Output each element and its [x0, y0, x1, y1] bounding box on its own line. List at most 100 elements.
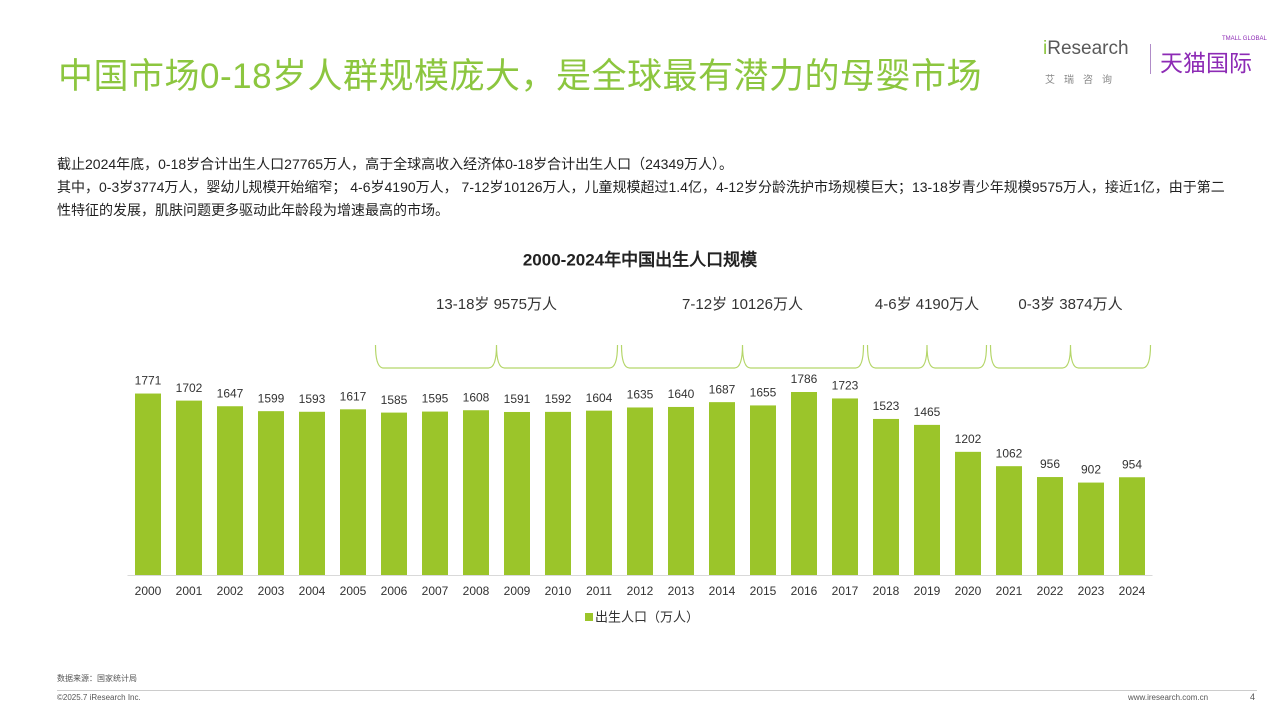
value-label: 1786 [791, 372, 818, 386]
value-label: 1723 [832, 379, 859, 393]
annotation-label: 0-3岁 3874万人 [1018, 296, 1122, 313]
value-label: 1655 [750, 386, 777, 400]
value-label: 1523 [873, 399, 900, 413]
x-tick-label: 2008 [463, 584, 490, 598]
x-tick-label: 2005 [340, 584, 367, 598]
url: www.iresearch.com.cn [1128, 693, 1209, 702]
x-tick-label: 2018 [873, 584, 900, 598]
value-label: 902 [1081, 463, 1101, 477]
value-label: 1595 [422, 392, 449, 406]
annotation-label: 7-12岁 10126万人 [682, 296, 803, 313]
x-tick-label: 2009 [504, 584, 531, 598]
value-label: 1465 [914, 405, 941, 419]
chart-title: 2000-2024年中国出生人口规模 [523, 249, 758, 269]
bar [1119, 477, 1145, 575]
bar [258, 411, 284, 575]
x-tick-label: 2019 [914, 584, 941, 598]
bar [750, 405, 776, 575]
x-tick-label: 2001 [176, 584, 203, 598]
legend-swatch [585, 613, 593, 621]
value-label: 1604 [586, 391, 613, 405]
x-tick-label: 2014 [709, 584, 736, 598]
x-tick-label: 2006 [381, 584, 408, 598]
value-label: 1591 [504, 392, 531, 406]
bar [627, 407, 653, 575]
paragraph: 截止2024年底，0-18岁合计出生人口27765万人，高于全球高收入经济体0-… [57, 156, 734, 172]
value-label: 1585 [381, 393, 408, 407]
value-label: 1617 [340, 389, 367, 403]
annotation-label: 4-6岁 4190万人 [875, 296, 979, 313]
value-label: 1592 [545, 392, 572, 406]
source: 数据来源：国家统计局 [57, 674, 137, 683]
bar [135, 393, 161, 575]
value-label: 1593 [299, 392, 326, 406]
value-label: 1771 [135, 374, 162, 388]
bar [914, 424, 940, 575]
bracket [374, 344, 619, 369]
value-label: 1202 [955, 432, 982, 446]
bar [1037, 477, 1063, 575]
x-tick-label: 2022 [1037, 584, 1064, 598]
bar [340, 409, 366, 575]
bar [299, 411, 325, 575]
x-tick-label: 2024 [1119, 584, 1146, 598]
value-label: 1062 [996, 446, 1023, 460]
bar [791, 392, 817, 575]
bar [176, 400, 202, 575]
bar [217, 406, 243, 575]
logo-iresearch: iResearch [1043, 38, 1129, 60]
logo-tmall-en: TMALL GLOBAL [1222, 36, 1267, 42]
value-label: 1640 [668, 387, 695, 401]
x-tick-label: 2021 [996, 584, 1023, 598]
paragraph: 其中，0-3岁3774万人，婴幼儿规模开始缩窄； 4-6岁4190万人， 7-1… [57, 179, 1225, 218]
page-number: 4 [1250, 692, 1256, 702]
bar [955, 451, 981, 575]
bar [422, 411, 448, 575]
bar [996, 466, 1022, 575]
copyright: ©2025.7 iResearch Inc. [57, 693, 141, 702]
x-tick-label: 2004 [299, 584, 326, 598]
bar [586, 410, 612, 575]
bracket [989, 344, 1152, 369]
legend-label: 出生人口（万人） [595, 609, 699, 624]
bar [668, 406, 694, 575]
bar [381, 412, 407, 575]
x-tick-label: 2013 [668, 584, 695, 598]
slide-title: 中国市场0-18岁人群规模庞大，是全球最有潜力的母婴市场 [58, 57, 983, 96]
x-tick-label: 2016 [791, 584, 818, 598]
value-label: 1687 [709, 382, 736, 396]
annotation-label: 13-18岁 9575万人 [436, 296, 557, 313]
x-tick-label: 2012 [627, 584, 654, 598]
value-label: 1608 [463, 390, 490, 404]
x-tick-label: 2007 [422, 584, 449, 598]
footer-line [57, 690, 1257, 691]
bar [709, 402, 735, 575]
x-tick-label: 2020 [955, 584, 982, 598]
x-tick-label: 2000 [135, 584, 162, 598]
logo-research: Research [1047, 38, 1129, 59]
x-tick-label: 2002 [217, 584, 244, 598]
bracket [866, 344, 988, 369]
bar [463, 410, 489, 575]
logo-separator [1150, 44, 1151, 74]
value-label: 1647 [217, 386, 244, 400]
x-tick-label: 2023 [1078, 584, 1105, 598]
bracket [620, 344, 865, 369]
bar [504, 411, 530, 575]
x-tick-label: 2003 [258, 584, 285, 598]
x-tick-label: 2015 [750, 584, 777, 598]
value-label: 1702 [176, 381, 203, 395]
bar [545, 411, 571, 575]
value-label: 954 [1122, 457, 1142, 471]
bar [832, 398, 858, 575]
value-label: 1635 [627, 388, 654, 402]
x-tick-label: 2011 [586, 584, 612, 598]
x-tick-label: 2010 [545, 584, 572, 598]
value-label: 1599 [258, 391, 285, 405]
description: 截止2024年底，0-18岁合计出生人口27765万人，高于全球高收入经济体0-… [57, 153, 1227, 222]
value-label: 956 [1040, 457, 1060, 471]
logo-tmall: 天猫国际 [1160, 50, 1252, 76]
x-tick-label: 2017 [832, 584, 859, 598]
